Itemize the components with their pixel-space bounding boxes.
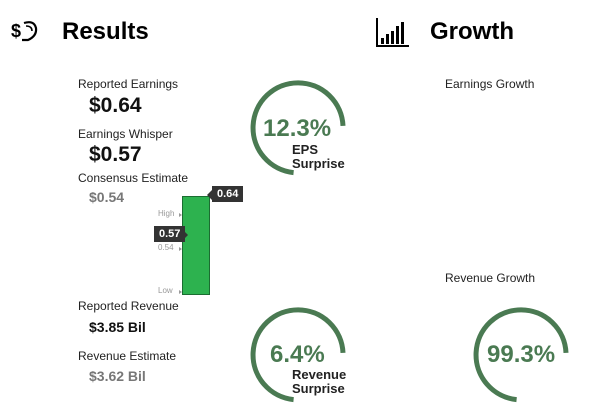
revenue-surprise-value: 6.4% — [270, 341, 325, 368]
eps-surprise-value: 12.3% — [263, 115, 332, 142]
reported-flag: 0.64 — [212, 186, 244, 202]
reported-revenue-label: Reported Revenue — [78, 299, 179, 313]
eps-surprise-caption-1: EPS — [292, 142, 319, 157]
consensus-estimate-value: $0.54 — [89, 189, 125, 205]
revenue-gauge-arc — [250, 307, 346, 403]
tick-high: High — [158, 209, 175, 218]
revenue-surprise-caption-2: Surprise — [292, 381, 345, 396]
revenue-growth-arc — [473, 307, 569, 403]
tick-mid-marker — [179, 247, 182, 251]
results-header: $ Results — [10, 16, 210, 48]
tick-high-marker — [179, 213, 182, 217]
tick-mid: 0.54 — [158, 243, 174, 252]
revenue-growth-gauge: 99.3% — [469, 306, 579, 406]
bar-chart-icon — [376, 18, 409, 47]
earnings-whisper-value: $0.57 — [89, 143, 142, 166]
growth-title: Growth — [430, 18, 514, 45]
earnings-growth-label: Earnings Growth — [445, 77, 535, 91]
whisper-flag-pointer — [183, 230, 188, 240]
earnings-whisper-label: Earnings Whisper — [78, 127, 173, 141]
tick-low-marker — [179, 290, 182, 294]
revenue-surprise-caption-1: Revenue — [292, 367, 347, 382]
revenue-growth-label: Revenue Growth — [445, 271, 536, 285]
consensus-estimate-label: Consensus Estimate — [78, 171, 189, 185]
reported-earnings-value: $0.64 — [89, 94, 142, 117]
revenue-estimate-value: $3.62 Bil — [89, 368, 146, 384]
estimate-range-chart: High 0.54 Low 0.64 0.57 — [150, 186, 260, 298]
revenue-surprise-gauge: 6.4% Revenue Surprise — [246, 306, 356, 406]
growth-header: Growth — [376, 16, 576, 48]
svg-text:$: $ — [11, 21, 21, 41]
eps-surprise-gauge: 12.3% EPS Surprise — [246, 79, 356, 179]
range-bar — [182, 196, 210, 295]
reported-earnings-label: Reported Earnings — [78, 77, 179, 91]
tick-low: Low — [158, 286, 173, 295]
revenue-growth-value: 99.3% — [487, 341, 556, 368]
whisper-flag: 0.57 — [154, 226, 186, 242]
revenue-estimate-label: Revenue Estimate — [78, 349, 177, 363]
money-hand-icon: $ — [11, 21, 38, 42]
reported-flag-pointer — [207, 190, 212, 200]
reported-revenue-value: $3.85 Bil — [89, 319, 146, 335]
eps-surprise-caption-2: Surprise — [292, 156, 345, 171]
results-title: Results — [62, 18, 149, 45]
eps-gauge-arc — [250, 80, 346, 176]
